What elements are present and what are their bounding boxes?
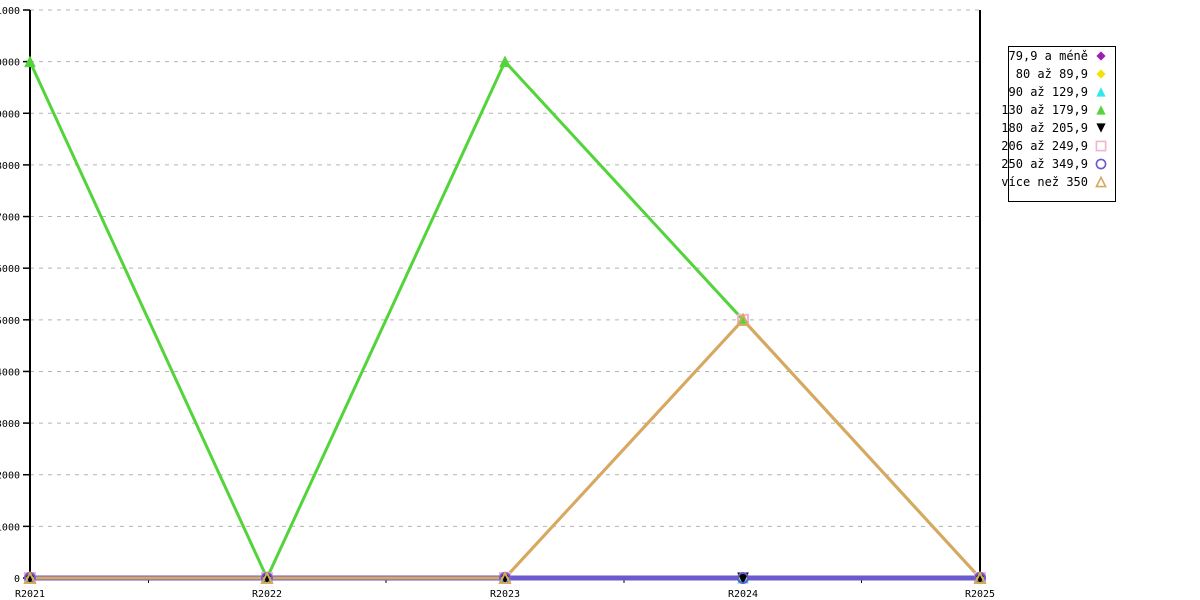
y-axis-labels: 0 1000 2000 3000 4000 5000 6000 7000 8000 9000 100… xyxy=(0,6,20,585)
svg-text:R2024: R2024 xyxy=(728,589,758,600)
line-chart-plot: 0 1000 2000 3000 4000 5000 6000 7000 8000 9000 100… xyxy=(0,6,995,600)
diamond-filled-marker-icon xyxy=(1093,66,1109,82)
legend-item[interactable]: 180 až 205,9 xyxy=(1001,119,1115,137)
svg-text:4000: 4000 xyxy=(0,367,20,378)
x-axis-labels: R2021 R2022 R2023 R2024 R2025 xyxy=(15,589,995,600)
grid-lines xyxy=(30,9,980,579)
svg-text:11000: 11000 xyxy=(0,6,20,17)
series-markers xyxy=(23,55,987,585)
svg-text:R2023: R2023 xyxy=(490,589,520,600)
svg-text:1000: 1000 xyxy=(0,522,20,533)
legend-item-label: 206 až 249,9 xyxy=(1001,139,1088,153)
svg-text:7000: 7000 xyxy=(0,213,20,224)
svg-text:6000: 6000 xyxy=(0,264,20,275)
svg-text:0: 0 xyxy=(14,574,20,585)
triangle-up-marker-icon xyxy=(1093,84,1109,100)
svg-text:R2021: R2021 xyxy=(15,589,45,600)
series-lines xyxy=(27,60,983,581)
svg-text:R2025: R2025 xyxy=(965,589,995,600)
legend-item[interactable]: 206 až 249,9 xyxy=(1001,137,1115,155)
triangle-down-marker-icon xyxy=(1093,120,1109,136)
svg-text:9000: 9000 xyxy=(0,109,20,120)
triangle-open-marker-icon xyxy=(1093,174,1109,190)
triangle-up-marker-icon xyxy=(1093,102,1109,118)
legend-item-label: 79,9 a méně xyxy=(1008,49,1088,63)
y-axis-ticks xyxy=(23,9,30,579)
legend-item-label: 130 až 179,9 xyxy=(1001,103,1088,117)
legend-item-label: 80 až 89,9 xyxy=(1015,67,1088,81)
svg-text:8000: 8000 xyxy=(0,161,20,172)
legend-item[interactable]: 80 až 89,9 xyxy=(1009,65,1115,83)
legend-item-label: 90 až 129,9 xyxy=(1008,85,1088,99)
legend-item[interactable]: více než 350 xyxy=(1001,173,1115,191)
square-open-marker-icon xyxy=(1093,138,1109,154)
svg-text:10000: 10000 xyxy=(0,58,20,69)
legend-item-label: 250 až 349,9 xyxy=(1001,157,1088,171)
svg-text:3000: 3000 xyxy=(0,419,20,430)
diamond-filled-marker-icon xyxy=(1093,48,1109,64)
legend-item-label: více než 350 xyxy=(1001,175,1088,189)
circle-open-marker-icon xyxy=(1093,156,1109,172)
svg-text:5000: 5000 xyxy=(0,316,20,327)
legend-item[interactable]: 130 až 179,9 xyxy=(1001,101,1115,119)
chart-axes xyxy=(29,10,981,582)
legend-item[interactable]: 79,9 a méně xyxy=(1009,47,1115,65)
legend-item[interactable]: 90 až 129,9 xyxy=(1009,83,1115,101)
svg-text:R2022: R2022 xyxy=(252,589,282,600)
chart-legend: 79,9 a méně 80 až 89,9 90 až 129,9 130 až 1… xyxy=(1001,46,1116,202)
svg-text:2000: 2000 xyxy=(0,471,20,482)
legend-item-label: 180 až 205,9 xyxy=(1001,121,1088,135)
legend-item[interactable]: 250 až 349,9 xyxy=(1001,155,1115,173)
